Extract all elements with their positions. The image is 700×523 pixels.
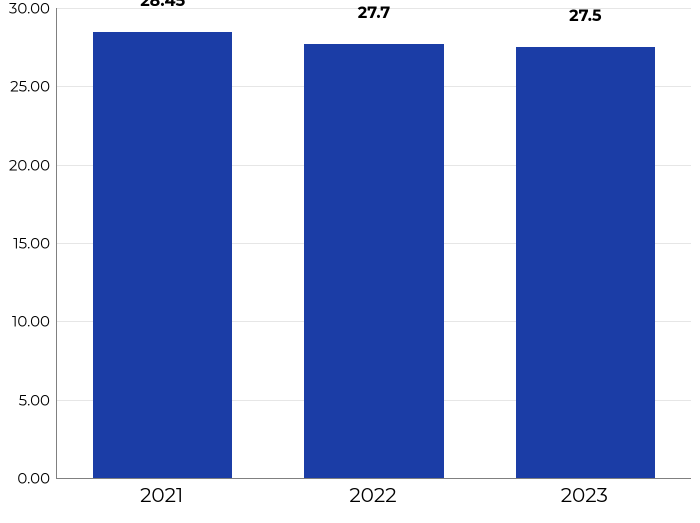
y-tick-label: 0.00 [4, 469, 50, 488]
y-tick-label: 25.00 [4, 77, 50, 96]
bar-value-label: 27.5 [569, 7, 601, 26]
y-tick-label: 10.00 [4, 312, 50, 331]
y-tick-label: 20.00 [4, 155, 50, 174]
x-tick-label: 2023 [561, 484, 608, 508]
y-tick-label: 15.00 [4, 234, 50, 253]
y-tick-label: 30.00 [4, 0, 50, 18]
bar [516, 47, 655, 478]
y-tick-label: 5.00 [4, 390, 50, 409]
bar [304, 44, 443, 478]
bar-value-label: 28.45 [140, 0, 185, 11]
x-tick-label: 2022 [349, 484, 396, 508]
plot-area: 28.4527.727.5 [56, 8, 691, 479]
bar-chart: 28.4527.727.5 0.005.0010.0015.0020.0025.… [0, 0, 700, 523]
x-tick-label: 2021 [140, 484, 183, 508]
bar [93, 32, 232, 478]
bar-value-label: 27.7 [358, 4, 390, 23]
